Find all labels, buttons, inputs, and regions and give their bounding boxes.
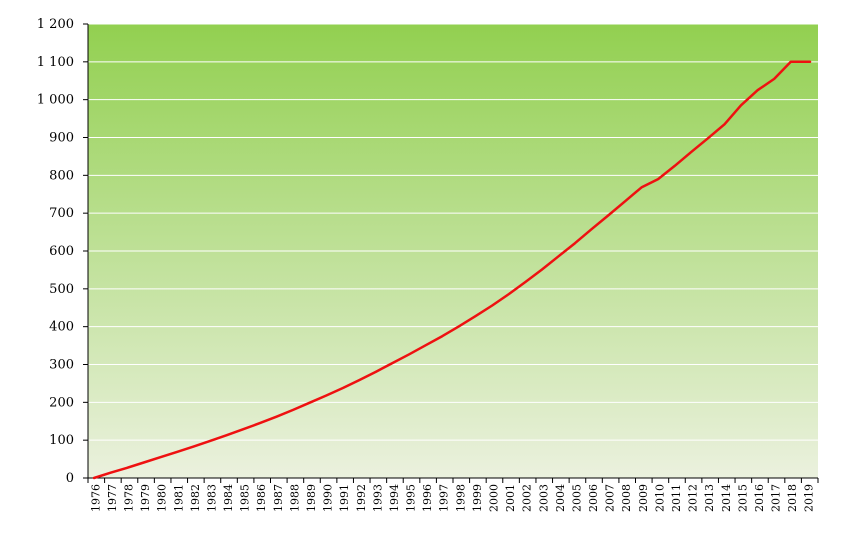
x-tick-label: 2014 [720,484,733,512]
x-tick-label: 2004 [554,484,567,512]
x-tick-label: 1996 [421,484,434,512]
x-tick-label: 1986 [255,484,268,512]
series-group [92,60,812,480]
y-tick-label: 200 [49,395,74,410]
y-tick-label: 900 [49,131,74,146]
x-tick-label: 1993 [371,484,384,512]
y-tick-label: 800 [49,168,74,183]
series-line [92,60,812,480]
x-tick-label: 1998 [454,484,467,512]
x-tick-label: 1983 [205,484,218,512]
x-tick-label: 1979 [139,484,152,512]
x-tick-label: 1985 [239,484,252,512]
x-tick-label: 1980 [156,484,169,512]
y-tick-label: 700 [49,206,74,221]
y-tick-label: 1 000 [37,93,74,108]
x-tick-label: 1987 [272,484,285,512]
x-tick-label: 1982 [189,484,202,512]
x-tick-label: 2002 [521,484,534,512]
y-tick-label: 0 [66,471,74,486]
y-tick-label: 1 200 [37,17,74,32]
x-tick-label: 2009 [637,484,650,512]
x-tick-label: 2011 [670,484,683,512]
y-tick-label: 500 [49,282,74,297]
x-tick-label: 2019 [803,484,816,512]
y-tick-label: 600 [49,244,74,259]
x-tick-label: 1994 [388,484,401,512]
x-tick-label: 1992 [355,484,368,512]
x-tick-label: 2018 [786,484,799,512]
y-axis-ticks: 0 100 200 300 400 500 600 700 800 900 1 000 1 100 1 … [37,17,88,486]
x-tick-label: 2000 [487,484,500,512]
x-tick-label: 1989 [305,484,318,512]
x-tick-label: 2005 [570,484,583,512]
x-tick-label: 2015 [736,484,749,512]
x-tick-label: 1997 [438,484,451,512]
y-tick-label: 1 100 [37,55,74,70]
x-axis-ticks: 1976 1977 1978 1979 1980 1981 1982 1983 1984 1985… [87,478,819,512]
x-tick-label: 1988 [288,484,301,512]
y-tick-label: 400 [49,320,74,335]
x-tick-label: 2016 [753,484,766,512]
x-tick-label: 1977 [106,484,119,512]
x-tick-label: 1976 [89,484,102,512]
x-tick-label: 1995 [405,484,418,512]
x-tick-label: 1981 [172,484,185,512]
x-tick-label: 2013 [703,484,716,512]
x-tick-label: 2010 [653,484,666,512]
x-tick-label: 1978 [122,484,135,512]
gridlines [88,23,818,441]
y-tick-label: 100 [49,433,74,448]
y-tick-label: 300 [49,358,74,373]
x-tick-label: 2003 [537,484,550,512]
x-tick-label: 1984 [222,484,235,512]
x-tick-label: 2001 [504,484,517,512]
x-tick-label: 2012 [687,484,700,512]
x-tick-label: 2017 [770,484,783,512]
x-tick-label: 2007 [604,484,617,512]
x-tick-label: 1999 [471,484,484,512]
x-tick-label: 1991 [338,484,351,512]
x-tick-label: 2006 [587,484,600,512]
x-tick-label: 2008 [620,484,633,512]
x-tick-label: 1990 [322,484,335,512]
